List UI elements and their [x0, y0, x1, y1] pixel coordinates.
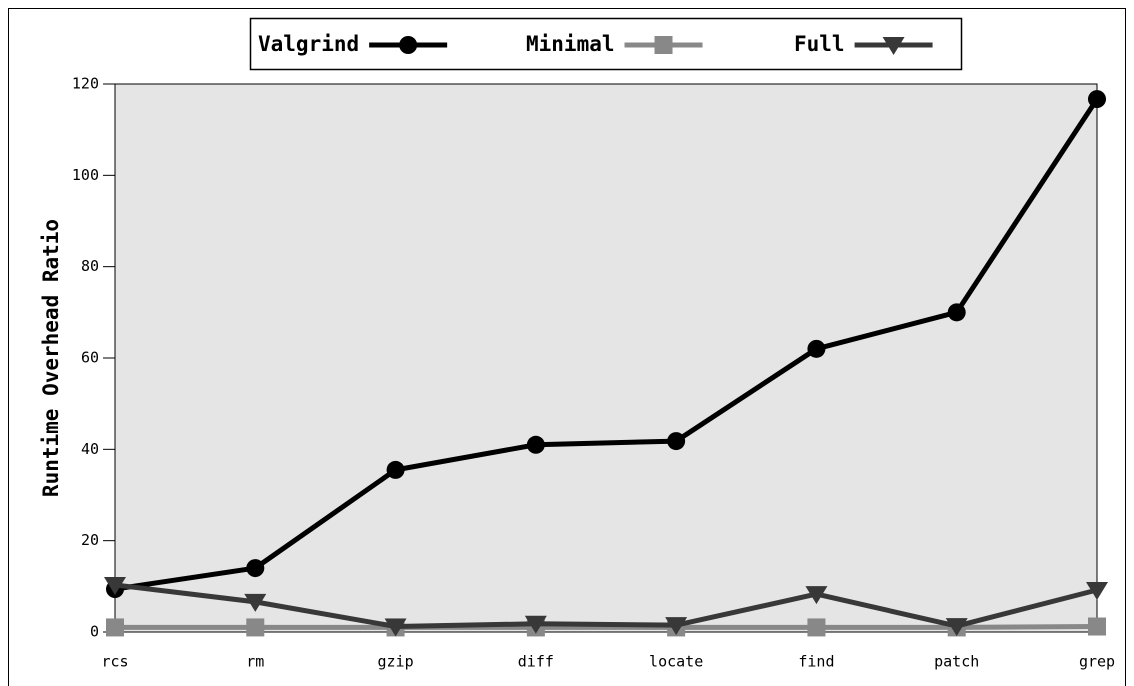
y-tick-label: 100: [72, 166, 99, 184]
x-tick-label: diff: [518, 653, 554, 671]
legend-marker: [654, 36, 673, 54]
data-point: [807, 339, 826, 358]
x-tick-label: grep: [1079, 653, 1115, 671]
data-point: [947, 303, 966, 322]
data-point: [807, 618, 826, 637]
plot-area: [114, 83, 1098, 633]
legend: [249, 17, 963, 71]
data-point: [384, 618, 407, 637]
data-point: [244, 593, 267, 612]
y-tick-label: 60: [81, 349, 99, 367]
series-line: [114, 97, 1100, 592]
data-point: [1088, 617, 1106, 636]
frame: [8, 8, 1126, 686]
data-point: [246, 559, 265, 578]
data-point: [104, 576, 126, 595]
data-point: [667, 432, 686, 451]
data-point: [246, 618, 265, 637]
x-tick-label: rcs: [101, 653, 128, 671]
y-tick-label: 20: [81, 531, 99, 549]
legend-label: Valgrind: [258, 32, 359, 56]
y-axis-label: Runtime Overhead Ratio: [39, 219, 63, 497]
legend-label: Full: [794, 32, 845, 56]
data-point: [526, 435, 545, 454]
data-point: [1086, 581, 1108, 600]
series-line: [115, 624, 1098, 630]
y-tick-label: 80: [81, 257, 99, 275]
x-tick-label: rm: [246, 653, 264, 671]
data-point: [386, 460, 405, 479]
y-tick-label: 0: [90, 623, 99, 641]
legend-label: Minimal: [526, 32, 615, 56]
legend-marker: [399, 36, 418, 54]
data-point: [805, 586, 828, 605]
y-tick-label: 120: [72, 75, 99, 93]
x-tick-label: patch: [934, 653, 979, 671]
data-point: [524, 615, 547, 634]
data-point: [106, 618, 124, 637]
data-point: [665, 617, 688, 636]
x-tick-label: gzip: [378, 653, 414, 671]
series-line: [114, 582, 1098, 630]
x-tick-label: find: [798, 653, 834, 671]
x-tick-label: locate: [649, 653, 703, 671]
legend-marker: [882, 37, 905, 55]
data-point: [1088, 90, 1106, 109]
data-point: [945, 618, 968, 637]
y-tick-label: 40: [81, 440, 99, 458]
